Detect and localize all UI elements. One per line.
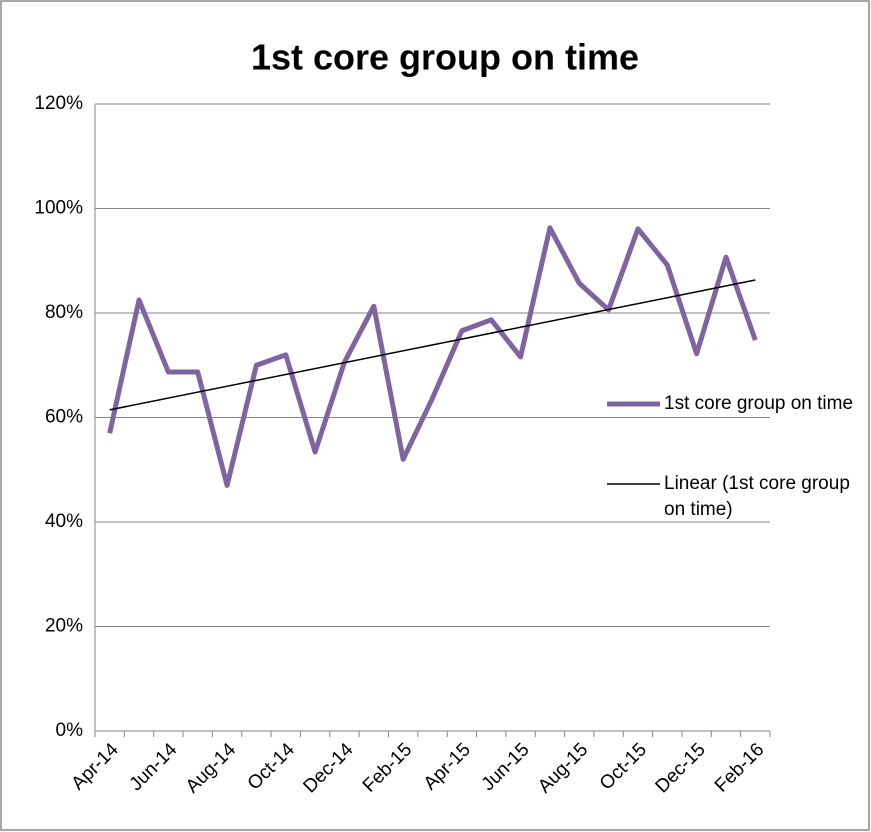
data-line [107, 225, 758, 488]
y-tick-label: 120% [34, 93, 83, 114]
legend-trend-label: Linear (1st core group on time) [664, 473, 850, 520]
trend-line [109, 279, 756, 411]
legend-label: 1st core group on time [664, 393, 854, 414]
legend-box: 1st core group on time [664, 393, 854, 414]
chart-title: 1st core group on time [251, 37, 639, 78]
y-tick-label: 0% [56, 720, 84, 741]
y-tick-label: 100% [34, 198, 83, 219]
legend-trend-box: Linear (1st core group on time) [664, 473, 850, 520]
y-tick-label: 20% [45, 616, 83, 637]
y-tick-label: 40% [45, 511, 83, 532]
y-tick-label: 60% [45, 407, 83, 428]
y-tick-label: 80% [45, 302, 83, 323]
